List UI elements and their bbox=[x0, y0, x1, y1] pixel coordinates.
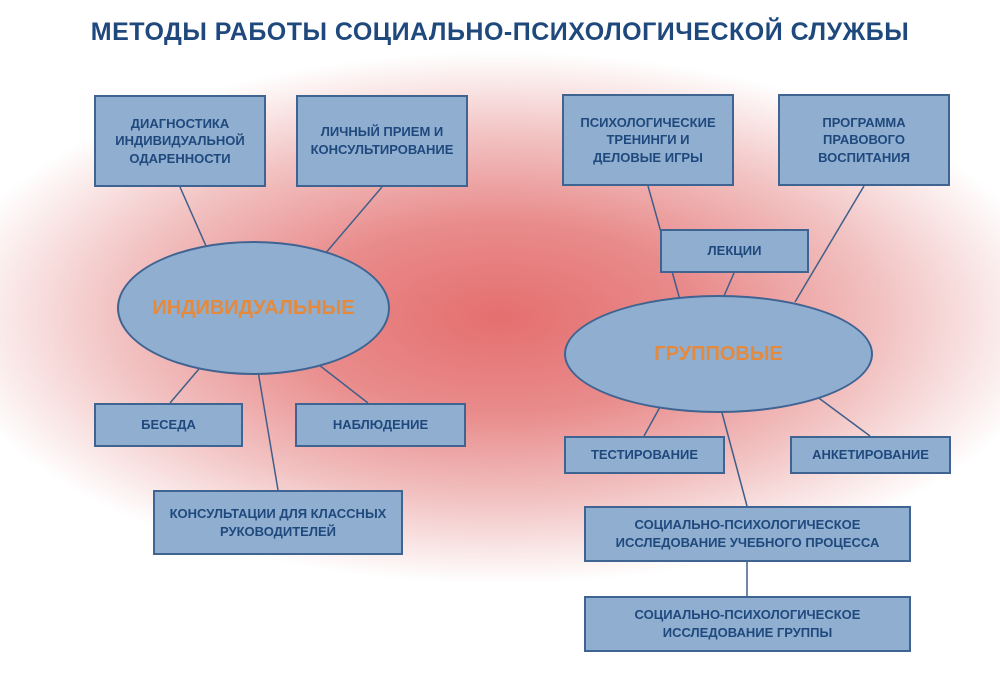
node-box-n_ank: АНКЕТИРОВАНИЕ bbox=[790, 436, 951, 474]
connector-line bbox=[724, 273, 734, 296]
diagram-canvas: МЕТОДЫ РАБОТЫ СОЦИАЛЬНО-ПСИХОЛОГИЧЕСКОЙ … bbox=[0, 0, 1000, 691]
node-box-n_bes: БЕСЕДА bbox=[94, 403, 243, 447]
connector-line bbox=[812, 393, 870, 436]
connector-line bbox=[258, 371, 278, 490]
node-box-n_sp2: СОЦИАЛЬНО-ПСИХОЛОГИЧЕСКОЕ ИССЛЕДОВАНИЕ Г… bbox=[584, 596, 911, 652]
node-box-n_kons: КОНСУЛЬТАЦИИ ДЛЯ КЛАССНЫХ РУКОВОДИТЕЛЕЙ bbox=[153, 490, 403, 555]
node-box-n_prog: ПРОГРАММА ПРАВОВОГО ВОСПИТАНИЯ bbox=[778, 94, 950, 186]
node-box-n_test: ТЕСТИРОВАНИЕ bbox=[564, 436, 725, 474]
node-box-n_sp1: СОЦИАЛЬНО-ПСИХОЛОГИЧЕСКОЕ ИССЛЕДОВАНИЕ У… bbox=[584, 506, 911, 562]
node-box-n_nab: НАБЛЮДЕНИЕ bbox=[295, 403, 466, 447]
node-box-n_tren: ПСИХОЛОГИЧЕСКИЕ ТРЕНИНГИ И ДЕЛОВЫЕ ИГРЫ bbox=[562, 94, 734, 186]
node-box-n_lek: ЛЕКЦИИ bbox=[660, 229, 809, 273]
hub-ellipse-n_ind: ИНДИВИДУАЛЬНЫЕ bbox=[117, 241, 390, 375]
connector-line bbox=[324, 187, 382, 255]
node-box-n_diag: ДИАГНОСТИКА ИНДИВИДУАЛЬНОЙ ОДАРЕННОСТИ bbox=[94, 95, 266, 187]
hub-ellipse-n_grp: ГРУППОВЫЕ bbox=[564, 295, 873, 413]
node-box-n_priem: ЛИЧНЫЙ ПРИЕМ И КОНСУЛЬТИРОВАНИЕ bbox=[296, 95, 468, 187]
